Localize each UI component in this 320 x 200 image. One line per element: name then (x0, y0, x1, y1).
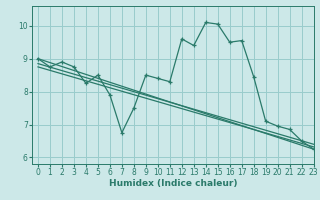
X-axis label: Humidex (Indice chaleur): Humidex (Indice chaleur) (108, 179, 237, 188)
